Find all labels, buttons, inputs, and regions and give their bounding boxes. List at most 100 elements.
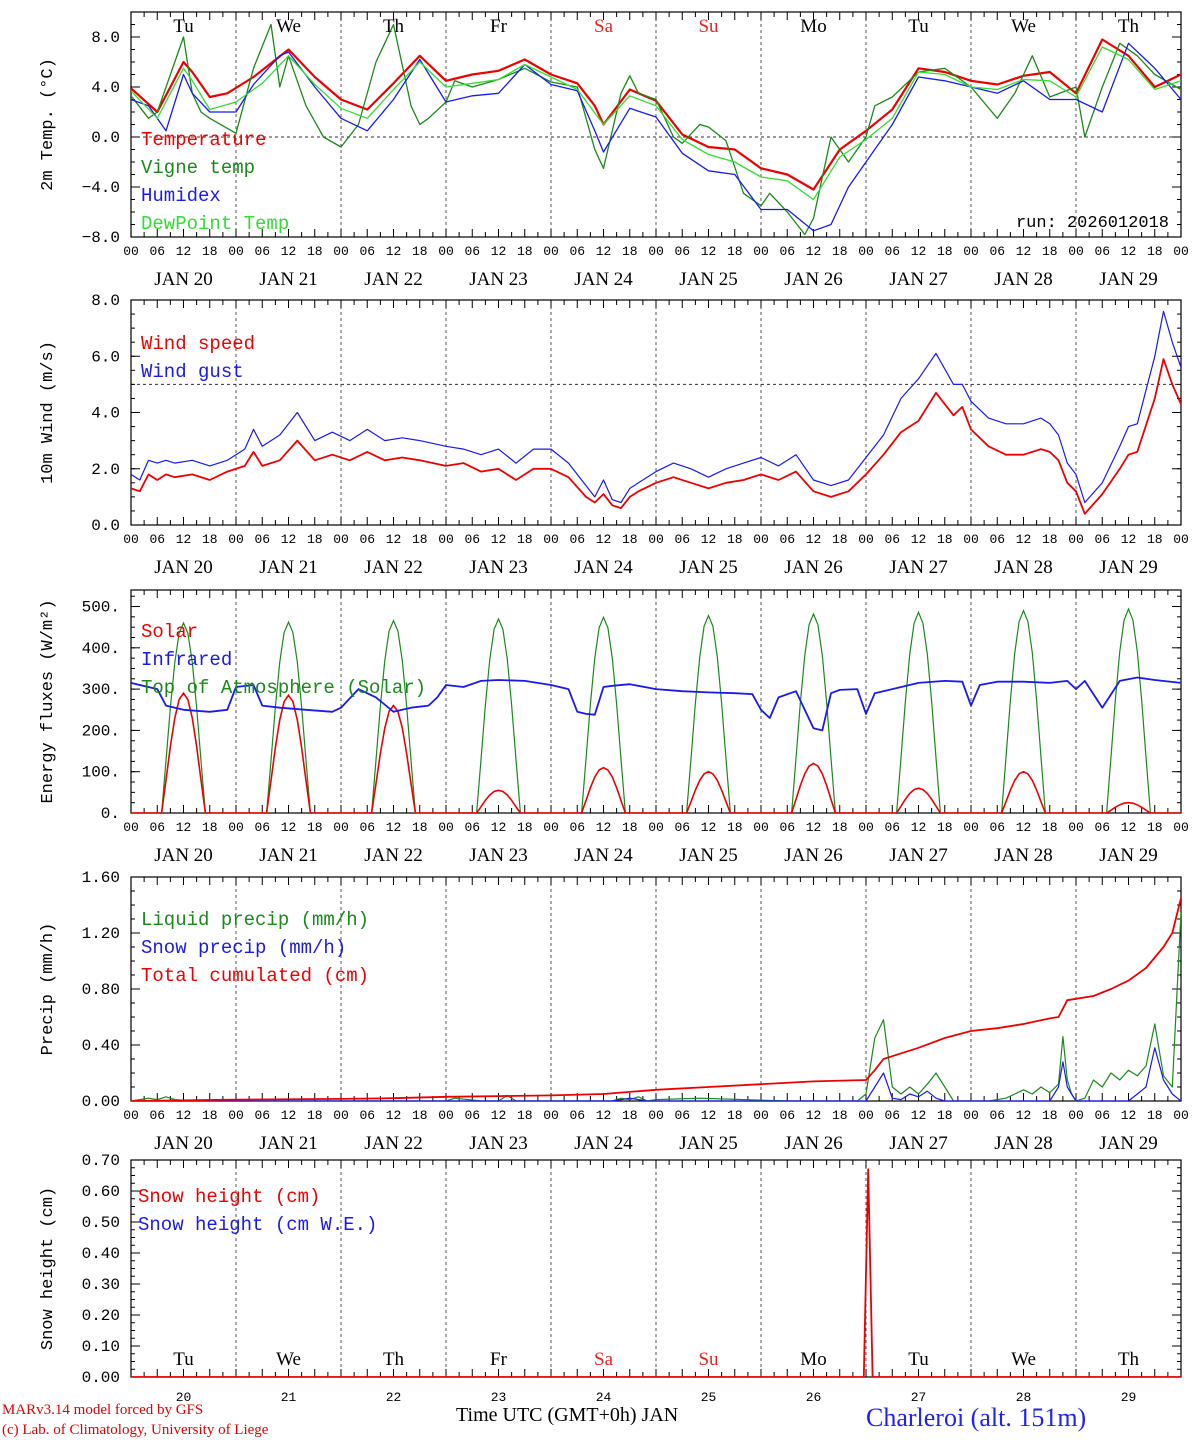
x-date-label: JAN 21 xyxy=(259,557,318,578)
x-hour-label: 00 xyxy=(438,244,454,259)
x-hour-label: 18 xyxy=(517,244,533,259)
solar-line xyxy=(131,691,1181,813)
y-tick-label: 0.80 xyxy=(82,981,120,999)
x-hour-label: 12 xyxy=(596,820,612,835)
x-hour-label: 12 xyxy=(281,820,297,835)
x-day-number: 20 xyxy=(176,1390,192,1405)
x-hour-label: 00 xyxy=(333,532,349,547)
x-day-number: 25 xyxy=(701,1390,717,1405)
series-line-total-cumulated-cm- xyxy=(131,897,1181,1101)
x-hour-label: 06 xyxy=(884,820,900,835)
x-date-label: JAN 23 xyxy=(469,1133,528,1154)
x-hour-label: 12 xyxy=(176,532,192,547)
x-date-label: JAN 23 xyxy=(469,845,528,866)
x-day-number: 23 xyxy=(491,1390,507,1405)
x-hour-label: 18 xyxy=(202,1108,218,1123)
x-hour-label: 00 xyxy=(648,1108,664,1123)
y-axis-label: Snow height (cm) xyxy=(39,1187,58,1350)
x-hour-label: 12 xyxy=(701,820,717,835)
x-hour-label: 12 xyxy=(911,244,927,259)
y-tick-label: 0.40 xyxy=(82,1245,120,1263)
x-hour-label: 00 xyxy=(858,1108,874,1123)
x-hour-label: 06 xyxy=(149,820,165,835)
x-hour-label: 00 xyxy=(438,820,454,835)
x-hour-label: 06 xyxy=(674,244,690,259)
panel-precip xyxy=(130,876,1182,1102)
x-hour-label: 00 xyxy=(228,244,244,259)
y-tick-label: 200. xyxy=(82,722,120,740)
x-hour-label: 18 xyxy=(622,1108,638,1123)
x-hour-label: 18 xyxy=(622,532,638,547)
y-axis-label: 2m Temp. (°C) xyxy=(39,58,58,191)
y-tick-label: 300. xyxy=(82,681,120,699)
x-date-label: JAN 26 xyxy=(784,269,843,290)
x-hour-label: 00 xyxy=(228,1108,244,1123)
weekday-label: Tu xyxy=(908,1349,929,1370)
x-hour-label: 12 xyxy=(806,820,822,835)
x-hour-label: 12 xyxy=(1016,1108,1032,1123)
x-hour-label: 00 xyxy=(333,820,349,835)
x-hour-label: 06 xyxy=(884,1108,900,1123)
y-tick-label: 0.10 xyxy=(82,1338,120,1356)
x-date-label: JAN 24 xyxy=(574,845,633,866)
x-hour-label: 18 xyxy=(202,820,218,835)
x-hour-label: 00 xyxy=(753,1108,769,1123)
x-hour-label: 06 xyxy=(359,1108,375,1123)
x-hour-label: 00 xyxy=(963,820,979,835)
x-hour-label: 18 xyxy=(727,1108,743,1123)
x-hour-label: 18 xyxy=(412,244,428,259)
x-hour-label: 12 xyxy=(386,820,402,835)
y-tick-label: 0.0 xyxy=(91,517,120,535)
legend-entry: Top of Atmosphere (Solar) xyxy=(141,677,426,699)
weekday-label: Mo xyxy=(800,1349,826,1370)
weekday-label: Tu xyxy=(908,16,929,37)
x-hour-label: 06 xyxy=(884,244,900,259)
x-hour-label: 12 xyxy=(806,1108,822,1123)
x-hour-label: 06 xyxy=(674,1108,690,1123)
x-hour-label: 06 xyxy=(464,1108,480,1123)
weekday-label: We xyxy=(1011,1349,1036,1370)
weekday-label: Su xyxy=(698,1349,719,1370)
footer-lab: (c) Lab. of Climatology, University of L… xyxy=(2,1422,269,1438)
panel-temp xyxy=(130,11,1182,238)
y-axis-label: Precip (mm/h) xyxy=(39,923,58,1056)
x-hour-label: 00 xyxy=(438,1108,454,1123)
x-hour-label: 12 xyxy=(806,244,822,259)
x-hour-label: 12 xyxy=(491,244,507,259)
legend-entry: Vigne temp xyxy=(141,157,255,179)
panel-frame xyxy=(130,299,1182,526)
x-hour-label: 00 xyxy=(543,820,559,835)
x-hour-label: 06 xyxy=(149,1108,165,1123)
x-date-label: JAN 22 xyxy=(364,557,423,578)
x-hour-label: 00 xyxy=(858,244,874,259)
x-hour-label: 00 xyxy=(123,820,139,835)
x-hour-label: 06 xyxy=(989,532,1005,547)
panel-frame xyxy=(130,11,1182,238)
x-hour-label: 18 xyxy=(412,532,428,547)
x-date-label: JAN 27 xyxy=(889,557,948,578)
y-tick-label: 0.20 xyxy=(82,1307,120,1325)
x-hour-label: 18 xyxy=(307,532,323,547)
x-hour-label: 00 xyxy=(1173,820,1189,835)
x-date-label: JAN 22 xyxy=(364,269,423,290)
legend-entry: Wind speed xyxy=(141,333,255,355)
x-hour-label: 06 xyxy=(674,820,690,835)
x-hour-label: 06 xyxy=(359,820,375,835)
x-date-label: JAN 24 xyxy=(574,557,633,578)
series-line-infrared xyxy=(131,676,1181,732)
footer-model: MARv3.14 model forced by GFS xyxy=(2,1402,204,1418)
legend-entry: Snow precip (mm/h) xyxy=(141,937,346,959)
x-hour-label: 18 xyxy=(307,1108,323,1123)
y-tick-label: 8.0 xyxy=(91,29,120,47)
legend-entry: Total cumulated (cm) xyxy=(141,965,369,987)
x-hour-label: 00 xyxy=(1068,244,1084,259)
y-tick-label: 0.60 xyxy=(82,1183,120,1201)
x-day-number: 28 xyxy=(1016,1390,1032,1405)
x-hour-label: 18 xyxy=(1147,820,1163,835)
x-hour-label: 00 xyxy=(753,820,769,835)
x-hour-label: 00 xyxy=(858,532,874,547)
x-hour-label: 18 xyxy=(622,820,638,835)
x-date-label: JAN 29 xyxy=(1099,1133,1158,1154)
legend-entry: Snow height (cm W.E.) xyxy=(138,1214,377,1236)
